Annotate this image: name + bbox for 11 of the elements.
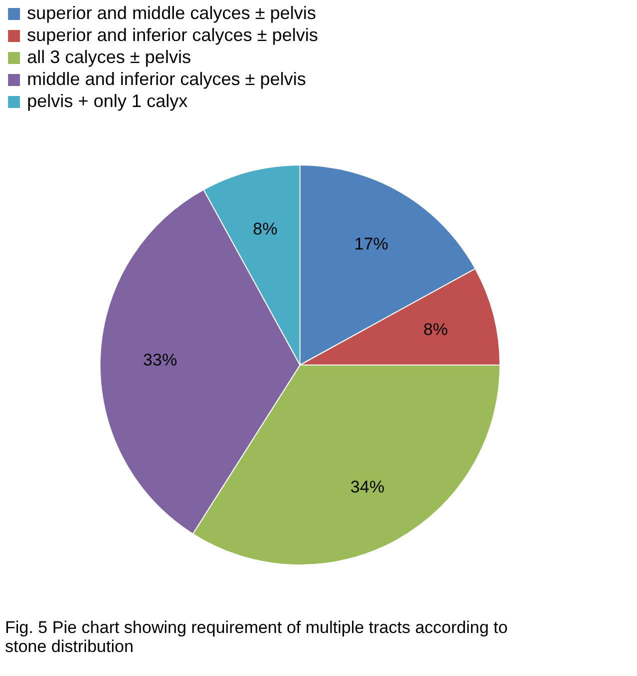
data-label: 17% xyxy=(354,234,388,254)
data-label: 34% xyxy=(350,478,384,497)
legend-label: middle and inferior calyces ± pelvis xyxy=(27,69,306,89)
legend-label: superior and middle calyces ± pelvis xyxy=(27,3,316,23)
data-label: 8% xyxy=(423,320,448,340)
caption: Fig. 5 Pie chart showing requirement of multiple tracts according to stone distribution xyxy=(5,618,508,656)
legend-label: all 3 calyces ± pelvis xyxy=(27,47,191,67)
legend-label: superior and inferior calyces ± pelvis xyxy=(27,25,318,45)
legend-label: pelvis + only 1 calyx xyxy=(27,91,188,111)
data-label: 33% xyxy=(143,350,178,370)
data-label: 8% xyxy=(252,219,278,238)
